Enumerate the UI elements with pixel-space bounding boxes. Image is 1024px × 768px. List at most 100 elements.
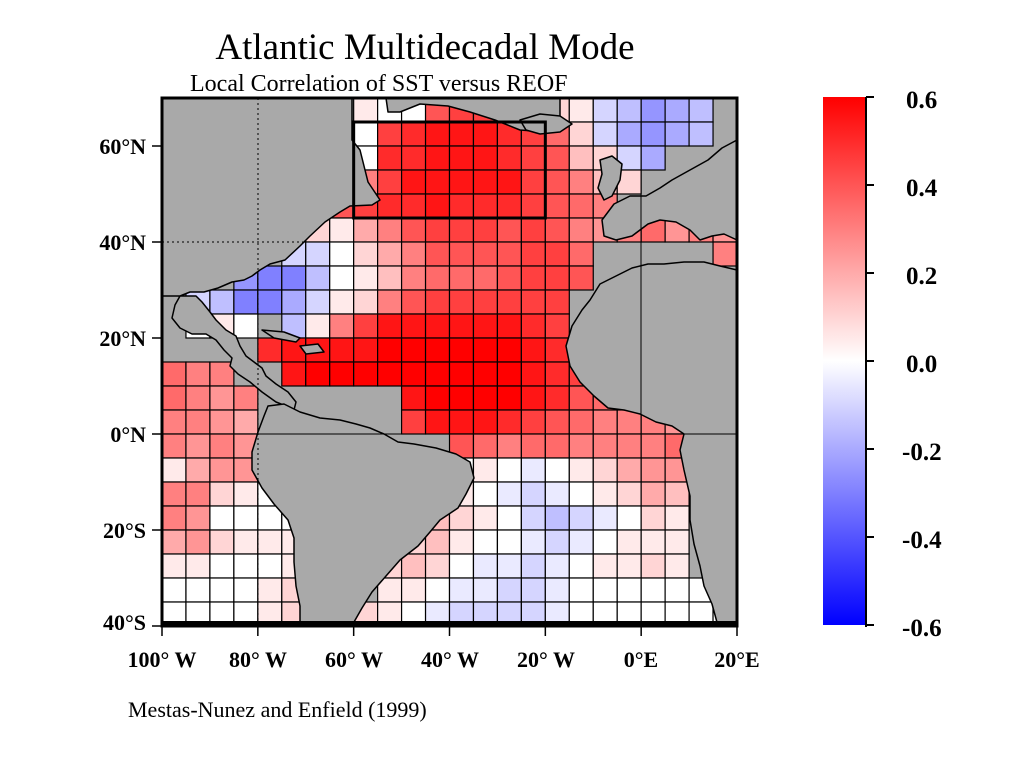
correlation-cell <box>257 577 283 603</box>
correlation-cell <box>353 265 379 291</box>
correlation-cell <box>185 505 211 531</box>
correlation-cell <box>544 337 570 363</box>
correlation-cell <box>520 265 546 291</box>
correlation-cell <box>185 361 211 387</box>
correlation-cell <box>496 169 522 195</box>
correlation-cell <box>448 385 475 411</box>
correlation-cell <box>185 553 211 579</box>
correlation-cell <box>496 241 522 267</box>
correlation-cell <box>520 169 546 195</box>
correlation-cell <box>377 145 403 171</box>
correlation-cell <box>592 97 618 123</box>
land-british-isles <box>597 155 623 201</box>
colorbar-label-0.4: 0.4 <box>906 175 938 202</box>
correlation-cell <box>185 577 211 603</box>
correlation-cell <box>616 553 642 579</box>
correlation-cell <box>448 169 475 195</box>
correlation-cell <box>185 481 211 507</box>
colorbar <box>823 97 865 625</box>
correlation-cell <box>496 385 522 411</box>
colorbar-label-neg0.4: -0.4 <box>902 527 942 554</box>
correlation-cell <box>161 577 187 603</box>
correlation-cell <box>544 505 570 531</box>
correlation-cell <box>496 457 522 483</box>
correlation-cell <box>329 217 355 243</box>
correlation-cell <box>472 289 499 315</box>
correlation-cell <box>520 481 546 507</box>
correlation-cell <box>544 313 570 339</box>
colorbar-label-0.2: 0.2 <box>906 263 937 290</box>
correlation-cell <box>400 169 427 195</box>
correlation-cell <box>377 241 403 267</box>
correlation-cell <box>424 169 451 195</box>
correlation-cell <box>496 361 522 387</box>
correlation-cell <box>640 97 666 123</box>
correlation-cell <box>424 217 451 243</box>
correlation-cell <box>353 217 379 243</box>
correlation-cell <box>544 241 570 267</box>
correlation-cell <box>544 529 570 555</box>
correlation-cell <box>640 577 666 603</box>
correlation-cell <box>257 553 283 579</box>
correlation-cell <box>472 217 499 243</box>
correlation-cell <box>520 337 546 363</box>
correlation-cell <box>568 169 594 195</box>
correlation-cell <box>544 145 570 171</box>
correlation-cell <box>640 553 666 579</box>
map-figure: 60°N 40°N 20°N 0°N 20°S 40°S 100° W 80° … <box>99 87 942 672</box>
correlation-cell <box>424 241 451 267</box>
correlation-cell <box>592 433 618 459</box>
correlation-cell <box>161 457 187 483</box>
correlation-cell <box>712 241 738 267</box>
correlation-cell <box>520 457 546 483</box>
correlation-cell <box>664 553 690 579</box>
correlation-cell <box>353 121 379 147</box>
lon-label-40w: 40° W <box>421 647 479 672</box>
correlation-cell <box>233 553 259 579</box>
correlation-cell <box>520 361 546 387</box>
lon-label-20w: 20° W <box>517 647 575 672</box>
correlation-cell <box>544 409 570 435</box>
correlation-cell <box>448 121 475 147</box>
correlation-cell <box>448 361 475 387</box>
correlation-cell <box>448 337 475 363</box>
correlation-cell <box>568 97 594 123</box>
correlation-cell <box>424 409 451 435</box>
correlation-cell <box>257 529 283 555</box>
correlation-cell <box>377 193 403 219</box>
correlation-cell <box>353 241 379 267</box>
correlation-cell <box>520 145 546 171</box>
correlation-cell <box>568 457 594 483</box>
correlation-cell <box>616 481 642 507</box>
correlation-cell <box>616 577 642 603</box>
correlation-cell <box>329 265 355 291</box>
correlation-cell <box>257 289 283 315</box>
correlation-cell <box>592 529 618 555</box>
correlation-cell <box>520 313 546 339</box>
correlation-cell <box>305 241 331 267</box>
correlation-cell <box>568 433 594 459</box>
lon-label-60w: 60° W <box>325 647 383 672</box>
colorbar-label-neg0.2: -0.2 <box>902 439 942 466</box>
correlation-cell <box>329 361 355 387</box>
correlation-cell <box>592 553 618 579</box>
correlation-cell <box>520 217 546 243</box>
correlation-cell <box>640 481 666 507</box>
correlation-cell <box>496 553 522 579</box>
correlation-cell <box>640 505 666 531</box>
correlation-cell <box>448 529 475 555</box>
correlation-cell <box>448 217 475 243</box>
correlation-cell <box>377 337 403 363</box>
correlation-cell <box>664 529 690 555</box>
correlation-cell <box>544 385 570 411</box>
correlation-cell <box>209 409 235 435</box>
correlation-cell <box>688 97 714 123</box>
colorbar-ticks <box>866 96 874 626</box>
correlation-cell <box>520 529 546 555</box>
correlation-cell <box>233 481 259 507</box>
correlation-cell <box>424 313 451 339</box>
correlation-cell <box>640 121 666 147</box>
lat-label-40s: 40°S <box>103 610 146 635</box>
correlation-cell <box>520 577 546 603</box>
correlation-cell <box>400 265 427 291</box>
